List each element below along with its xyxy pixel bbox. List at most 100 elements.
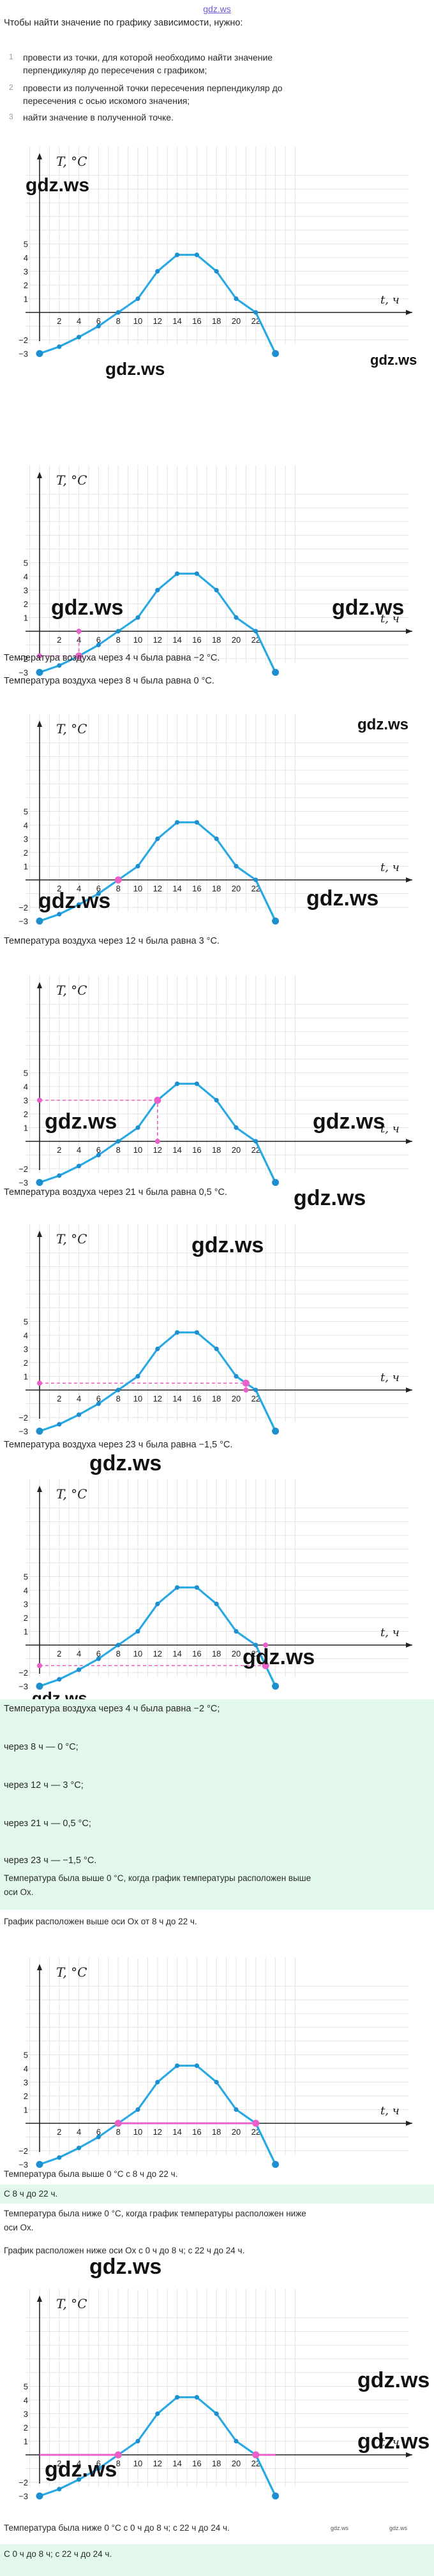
axis-point [253, 2452, 258, 2457]
x-tick-label: 6 [96, 1394, 101, 1403]
x-axis-arrow [406, 2452, 412, 2457]
data-point [116, 1139, 121, 1144]
data-point [234, 2107, 239, 2112]
data-point [214, 2411, 219, 2417]
footer-watermark-1: gdz.ws [331, 2525, 349, 2531]
y-tick-label: 2 [24, 1358, 28, 1368]
answer-8h: Температура воздуха через 8 ч была равна… [4, 676, 214, 686]
data-point [116, 1643, 121, 1648]
x-tick-label: 10 [133, 884, 142, 893]
x-tick-label: 10 [133, 1145, 142, 1155]
below-result: Температура была ниже 0 °C с 0 ч до 8 ч;… [4, 2523, 230, 2533]
data-point [194, 820, 199, 825]
x-axis-arrow [406, 1643, 412, 1648]
x-tick-label: 18 [212, 1649, 221, 1658]
data-point [96, 891, 101, 896]
summary-line-2: через 8 ч — 0 °C; [4, 1742, 79, 1752]
y-tick-label: 1 [24, 295, 28, 304]
data-point [175, 1330, 180, 1335]
axis-point [116, 2452, 121, 2457]
graph-3: T, °C t, ч 5 4 3 2 1 −2 −3 2 4 6 8 10 12 14 16 18 20 22 gdz.… [0, 695, 434, 926]
x-axis-arrow [406, 629, 412, 634]
x-tick-label: 4 [77, 316, 81, 326]
below-explain-3: График расположен ниже оси Ox с 0 ч до 8… [4, 2246, 245, 2255]
data-point [194, 571, 199, 576]
data-point [155, 2079, 160, 2085]
data-point [36, 350, 43, 357]
data-point [57, 663, 62, 668]
x-tick-label: 8 [116, 1649, 121, 1658]
x-tick-label: 20 [232, 884, 241, 893]
watermark-text: gdz.ws [306, 886, 378, 911]
data-point [36, 1683, 43, 1690]
watermark-text: gdz.ws [313, 1109, 385, 1134]
data-point [135, 1628, 140, 1634]
y-tick-label: −2 [19, 335, 28, 345]
summary-line-3: через 12 ч — 3 °C; [4, 1780, 84, 1790]
data-point [253, 1643, 258, 1648]
x-tick-label: 20 [232, 635, 241, 645]
below-answer: С 0 ч до 8 ч; с 22 ч до 24 ч. [4, 2549, 112, 2559]
watermark-text: gdz.ws [243, 1645, 315, 1669]
x-axis-arrow [406, 1139, 412, 1144]
summary-line-5: через 23 ч — −1,5 °C. [4, 1855, 97, 1866]
watermark-text: gdz.ws [38, 889, 110, 913]
step-2-line-2: пересечения с осью искомого значения; [23, 96, 190, 106]
site-link[interactable]: gdz.ws [203, 4, 231, 14]
y-tick-label: −3 [19, 2160, 28, 2170]
x-axis-label: t, ч [380, 293, 400, 307]
summary-line-1: Температура воздуха через 4 ч была равна… [4, 1704, 220, 1714]
highlight-point [154, 1097, 161, 1104]
x-tick-label: 2 [57, 884, 61, 893]
data-point [214, 268, 219, 274]
y-tick-label: 2 [24, 2091, 28, 2101]
data-point [155, 268, 160, 274]
data-point [135, 2107, 140, 2112]
y-tick-label: 4 [24, 1331, 28, 1340]
x-tick-label: 8 [116, 2127, 121, 2137]
y-tick-label: 3 [24, 835, 28, 844]
watermark-text: gdz.ws [45, 2457, 117, 2482]
y-tick-label: 4 [24, 2064, 28, 2074]
data-point [253, 629, 258, 634]
below-explain-2: оси Ox. [4, 2223, 34, 2232]
y-axis-label: T, °C [56, 983, 87, 998]
x-tick-label: 6 [96, 316, 101, 326]
data-point [96, 1401, 101, 1407]
data-point [194, 1081, 199, 1087]
x-tick-label: 20 [232, 2127, 241, 2137]
y-tick-label: 1 [24, 1123, 28, 1133]
data-point [175, 1081, 180, 1087]
x-tick-label: 6 [96, 1145, 101, 1155]
graph-5: T, °C t, ч 5 4 3 2 1 −2 −3 2 4 6 8 10 12 14 16 18 20 22 gdz.… [0, 1186, 434, 1437]
x-axis-label: t, ч [380, 1371, 400, 1384]
intro-title: Чтобы найти значение по графику зависимо… [4, 18, 243, 28]
y-tick-label: −3 [19, 1178, 28, 1188]
data-point [214, 1097, 219, 1103]
data-point [272, 350, 280, 357]
data-point [77, 2146, 82, 2151]
data-point [135, 296, 140, 302]
y-tick-label: 5 [24, 2382, 28, 2392]
x-tick-label: 16 [192, 1145, 201, 1155]
data-point [96, 1152, 101, 1158]
data-point [234, 1373, 239, 1379]
axis-point [116, 2121, 121, 2126]
x-axis-arrow [406, 1387, 412, 1393]
y-axis-arrow [37, 1964, 42, 1970]
y-tick-label: −3 [19, 2492, 28, 2501]
data-point [135, 1373, 140, 1379]
x-tick-label: 18 [212, 884, 221, 893]
x-tick-label: 10 [133, 316, 142, 326]
data-point [57, 1677, 62, 1682]
y-tick-label: 3 [24, 1600, 28, 1609]
above-explain-3: График расположен выше оси Ox от 8 ч до … [4, 1917, 197, 1926]
above-explain-2: оси Ox. [4, 1887, 34, 1897]
x-tick-label: 20 [232, 316, 241, 326]
x-tick-label: 4 [77, 2459, 81, 2468]
grid [26, 976, 408, 1173]
x-tick-label: 16 [192, 2459, 201, 2468]
x-axis-label: t, ч [380, 1122, 400, 1136]
answer-23h: Температура воздуха через 23 ч была равн… [4, 1440, 233, 1450]
data-point [175, 252, 180, 258]
